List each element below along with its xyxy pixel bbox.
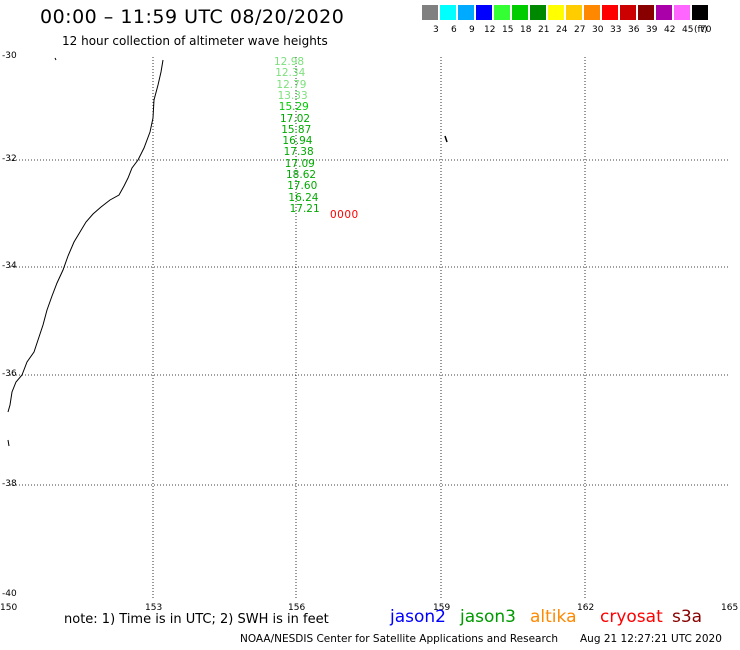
legend-swatch — [476, 5, 492, 20]
latitude-label: -32 — [2, 154, 17, 164]
legend-label: 39 — [646, 25, 658, 35]
legend-swatch — [440, 5, 456, 20]
swh-observation: 15.87 — [281, 123, 312, 136]
legend-swatch — [512, 5, 528, 20]
legend-swatch — [656, 5, 672, 20]
swh-observation: 16.94 — [282, 135, 313, 148]
legend-swatch — [620, 5, 636, 20]
satellite-label: s3a — [672, 607, 703, 627]
legend-label: 21 — [538, 25, 550, 35]
legend-label: 33 — [610, 25, 622, 35]
latitude-label: -36 — [2, 369, 17, 379]
longitude-label: 156 — [288, 603, 306, 613]
legend-swatch — [494, 5, 510, 20]
legend-label: 6 — [451, 25, 457, 35]
map-subtitle: 12 hour collection of altimeter wave hei… — [62, 34, 328, 48]
footnote: note: 1) Time is in UTC; 2) SWH is in fe… — [64, 612, 329, 627]
legend-swatch — [422, 5, 438, 20]
latitude-label: -40 — [2, 589, 17, 599]
swh-observation: 17.02 — [280, 112, 311, 125]
legend-label: 9 — [469, 25, 475, 35]
swh-observation: 13.33 — [277, 89, 308, 102]
legend-swatch — [458, 5, 474, 20]
swh-observation-cryosat: 0000 — [330, 209, 359, 221]
legend-label: 36 — [628, 25, 640, 35]
latitude-label: -34 — [2, 261, 17, 271]
legend-label: 42 — [664, 25, 676, 35]
legend-label: 15 — [502, 25, 514, 35]
swh-observation: 17.21 — [289, 202, 320, 215]
map-title: 00:00 – 11:59 UTC 08/20/2020 — [40, 6, 345, 28]
swh-observation: 12.34 — [275, 67, 306, 80]
swh-observation: 17.60 — [287, 180, 318, 193]
longitude-label: 153 — [145, 603, 163, 613]
legend-unit: (ft) — [694, 25, 708, 35]
legend-swatch — [548, 5, 564, 20]
swh-observation: 16.24 — [288, 191, 319, 204]
satellite-label: jason3 — [460, 607, 516, 627]
legend-label: 12 — [484, 25, 496, 35]
longitude-label: 162 — [577, 603, 595, 613]
longitude-label: 165 — [721, 603, 739, 613]
longitude-label: 150 — [0, 603, 18, 613]
legend-swatch — [638, 5, 654, 20]
legend-label: 70 — [700, 25, 712, 35]
small-mark — [54, 57, 57, 61]
legend-label: 24 — [556, 25, 568, 35]
satellite-label: cryosat — [600, 607, 663, 627]
legend-swatch — [584, 5, 600, 20]
latitude-label: -30 — [2, 51, 17, 61]
island-mark — [444, 135, 448, 143]
legend-swatch — [530, 5, 546, 20]
legend-label: 30 — [592, 25, 604, 35]
satellite-label: altika — [530, 607, 577, 627]
latitude-label: -38 — [2, 479, 17, 489]
coastline-fragment — [7, 439, 10, 447]
swh-observation: 12.79 — [276, 78, 307, 91]
legend-swatch — [566, 5, 582, 20]
lat-lon-grid — [10, 57, 729, 600]
legend-swatch — [602, 5, 618, 20]
credit-line: NOAA/NESDIS Center for Satellite Applica… — [240, 633, 558, 645]
swh-observation: 15.29 — [278, 101, 309, 114]
coastline — [7, 59, 164, 413]
swh-observation: 12.98 — [274, 56, 305, 68]
legend-swatch — [674, 5, 690, 20]
generated-timestamp: Aug 21 12:27:21 UTC 2020 — [580, 633, 722, 645]
swh-observation: 17.09 — [284, 157, 315, 170]
legend-swatch — [692, 5, 708, 20]
swh-observation: 17.38 — [283, 146, 314, 159]
legend-label: 3 — [433, 25, 439, 35]
longitude-label: 159 — [433, 603, 451, 613]
legend-label: 27 — [574, 25, 586, 35]
legend-label: 45 — [682, 25, 694, 35]
legend-label: 18 — [520, 25, 532, 35]
swh-observation: 18.62 — [286, 169, 317, 181]
satellite-label: jason2 — [390, 607, 446, 627]
